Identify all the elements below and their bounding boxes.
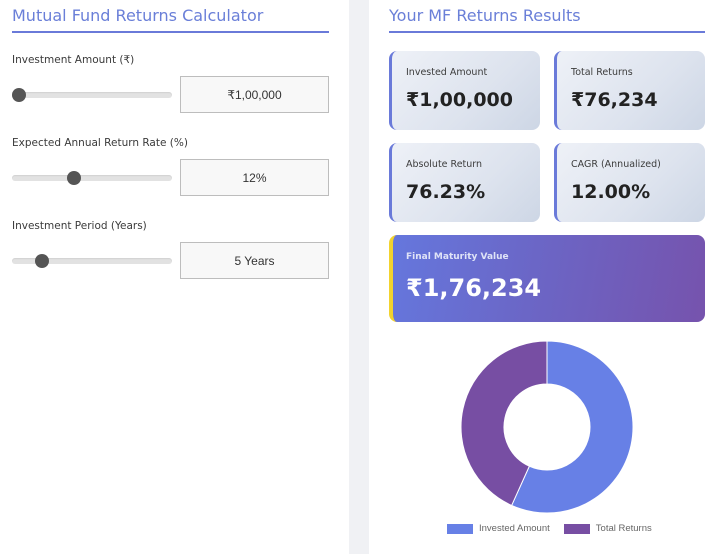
investment-period-label: Investment Period (Years) <box>12 220 147 232</box>
calculator-panel: Mutual Fund Returns Calculator Investmen… <box>0 0 349 554</box>
maturity-label: Final Maturity Value <box>406 252 509 262</box>
stat-label: CAGR (Annualized) <box>571 159 661 170</box>
results-panel: Your MF Returns Results Invested Amount … <box>369 0 716 554</box>
legend-swatch-returns <box>563 523 590 534</box>
stat-label: Invested Amount <box>406 67 488 78</box>
cagr-card: CAGR (Annualized) 12.00% <box>554 143 705 222</box>
legend-label: Invested Amount <box>479 523 550 534</box>
maturity-value: ₹1,76,234 <box>406 274 542 302</box>
investment-period-slider[interactable] <box>12 254 172 268</box>
legend-item-returns[interactable]: Total Returns <box>563 523 652 534</box>
investment-amount-input[interactable]: ₹1,00,000 <box>180 76 329 113</box>
calculator-title: Mutual Fund Returns Calculator <box>12 6 264 25</box>
total-returns-card: Total Returns ₹76,234 <box>554 51 705 130</box>
returns-doughnut-chart[interactable] <box>457 338 637 518</box>
title-underline <box>12 31 329 33</box>
final-maturity-card: Final Maturity Value ₹1,76,234 <box>389 235 705 322</box>
investment-period-input[interactable]: 5 Years <box>180 242 329 279</box>
return-rate-label: Expected Annual Return Rate (%) <box>12 137 188 149</box>
stat-value: 76.23% <box>406 181 486 203</box>
stat-label: Total Returns <box>571 67 633 78</box>
investment-amount-slider[interactable] <box>12 88 172 102</box>
return-rate-input[interactable]: 12% <box>180 159 329 196</box>
investment-period-slider-thumb[interactable] <box>35 254 50 268</box>
stat-value: ₹76,234 <box>571 89 658 111</box>
return-rate-slider[interactable] <box>12 171 172 185</box>
invested-amount-card: Invested Amount ₹1,00,000 <box>389 51 540 130</box>
results-title: Your MF Returns Results <box>389 6 581 25</box>
investment-amount-slider-thumb[interactable] <box>12 88 26 102</box>
total-returns-segment[interactable] <box>460 340 548 507</box>
panel-divider <box>349 0 369 554</box>
invested-amount-segment[interactable] <box>510 340 634 514</box>
legend-label: Total Returns <box>595 523 652 534</box>
legend-swatch-invested <box>447 523 473 534</box>
stat-value: 12.00% <box>571 181 651 203</box>
results-title-underline <box>389 31 705 33</box>
stat-value: ₹1,00,000 <box>406 89 513 111</box>
investment-amount-label: Investment Amount (₹) <box>12 54 135 66</box>
doughnut-svg <box>460 340 634 514</box>
absolute-return-card: Absolute Return 76.23% <box>389 143 540 222</box>
legend-item-invested[interactable]: Invested Amount <box>447 523 550 534</box>
return-rate-slider-thumb[interactable] <box>67 171 82 185</box>
chart-legend: Invested Amount Total Returns <box>447 523 652 534</box>
stat-label: Absolute Return <box>406 159 483 170</box>
